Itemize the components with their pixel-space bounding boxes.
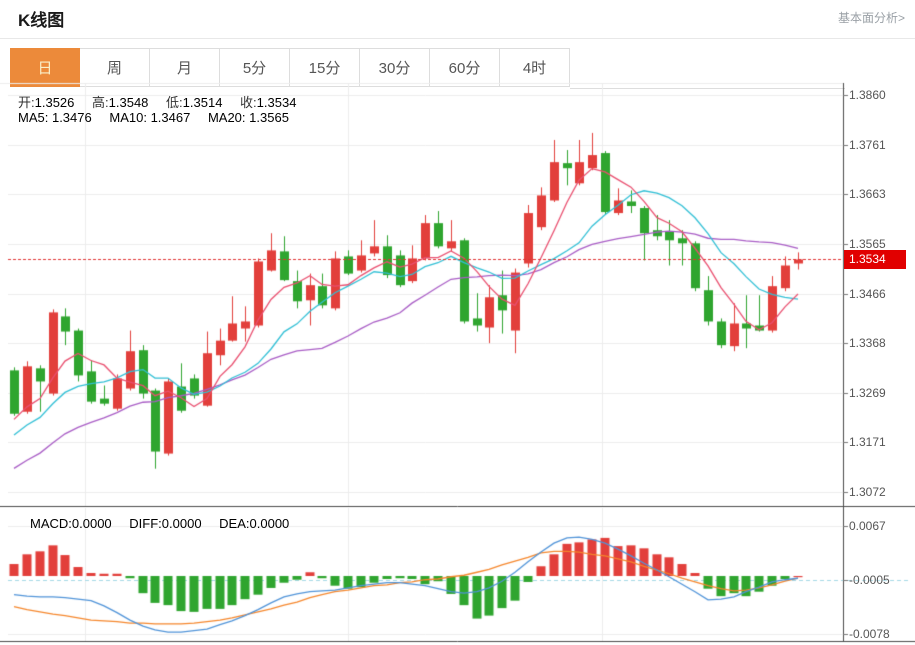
- ma10-value: 1.3467: [150, 110, 191, 125]
- open-value: 1.3526: [34, 95, 75, 110]
- price-axis-label: 1.3860: [849, 88, 886, 103]
- dea-label: DEA:: [219, 516, 250, 531]
- price-axis-label: 1.3368: [849, 336, 886, 351]
- ohlc-legend: 开:1.3526 高:1.3548 低:1.3514 收:1.3534: [18, 92, 310, 111]
- macd-value: 0.0000: [71, 516, 112, 531]
- price-axis-label: 1.3565: [849, 236, 886, 251]
- close-label: 收:: [240, 95, 257, 110]
- macd-axis-label: 0.0067: [849, 518, 886, 533]
- ma20-label: MA20:: [207, 110, 246, 125]
- high-value: 1.3548: [108, 95, 149, 110]
- price-axis-label: 1.3761: [849, 138, 886, 152]
- macd-axis-label: -0.0078: [849, 627, 890, 642]
- macd-axis-label: -0.0005: [849, 572, 890, 587]
- low-value: 1.3514: [182, 95, 223, 110]
- ma-legend: MA5: 1.3476 MA10: 1.3467 MA20: 1.3565: [18, 110, 303, 125]
- open-label: 开:: [18, 95, 35, 110]
- diff-label: DIFF:: [129, 516, 162, 531]
- price-axis-label: 1.3072: [849, 485, 886, 500]
- ma10-label: MA10:: [109, 110, 147, 125]
- low-label: 低:: [166, 95, 183, 110]
- macd-legend: MACD:0.0000 DIFF:0.0000 DEA:0.0000: [30, 516, 303, 531]
- high-label: 高:: [92, 95, 109, 110]
- diff-value: 0.0000: [161, 516, 202, 531]
- ma20-value: 1.3565: [249, 110, 289, 125]
- close-value: 1.3534: [256, 95, 297, 110]
- current-price-badge: 1.3534: [844, 249, 906, 269]
- price-axis-label: 1.3663: [849, 187, 886, 202]
- ma5-label: MA5:: [18, 110, 49, 125]
- price-axis-label: 1.3171: [849, 435, 886, 450]
- price-axis-label: 1.3269: [849, 386, 886, 401]
- ma5-value: 1.3476: [51, 110, 92, 125]
- dea-value: 0.0000: [249, 516, 290, 531]
- price-axis-label: 1.3466: [849, 286, 886, 301]
- macd-label: MACD:: [30, 516, 72, 531]
